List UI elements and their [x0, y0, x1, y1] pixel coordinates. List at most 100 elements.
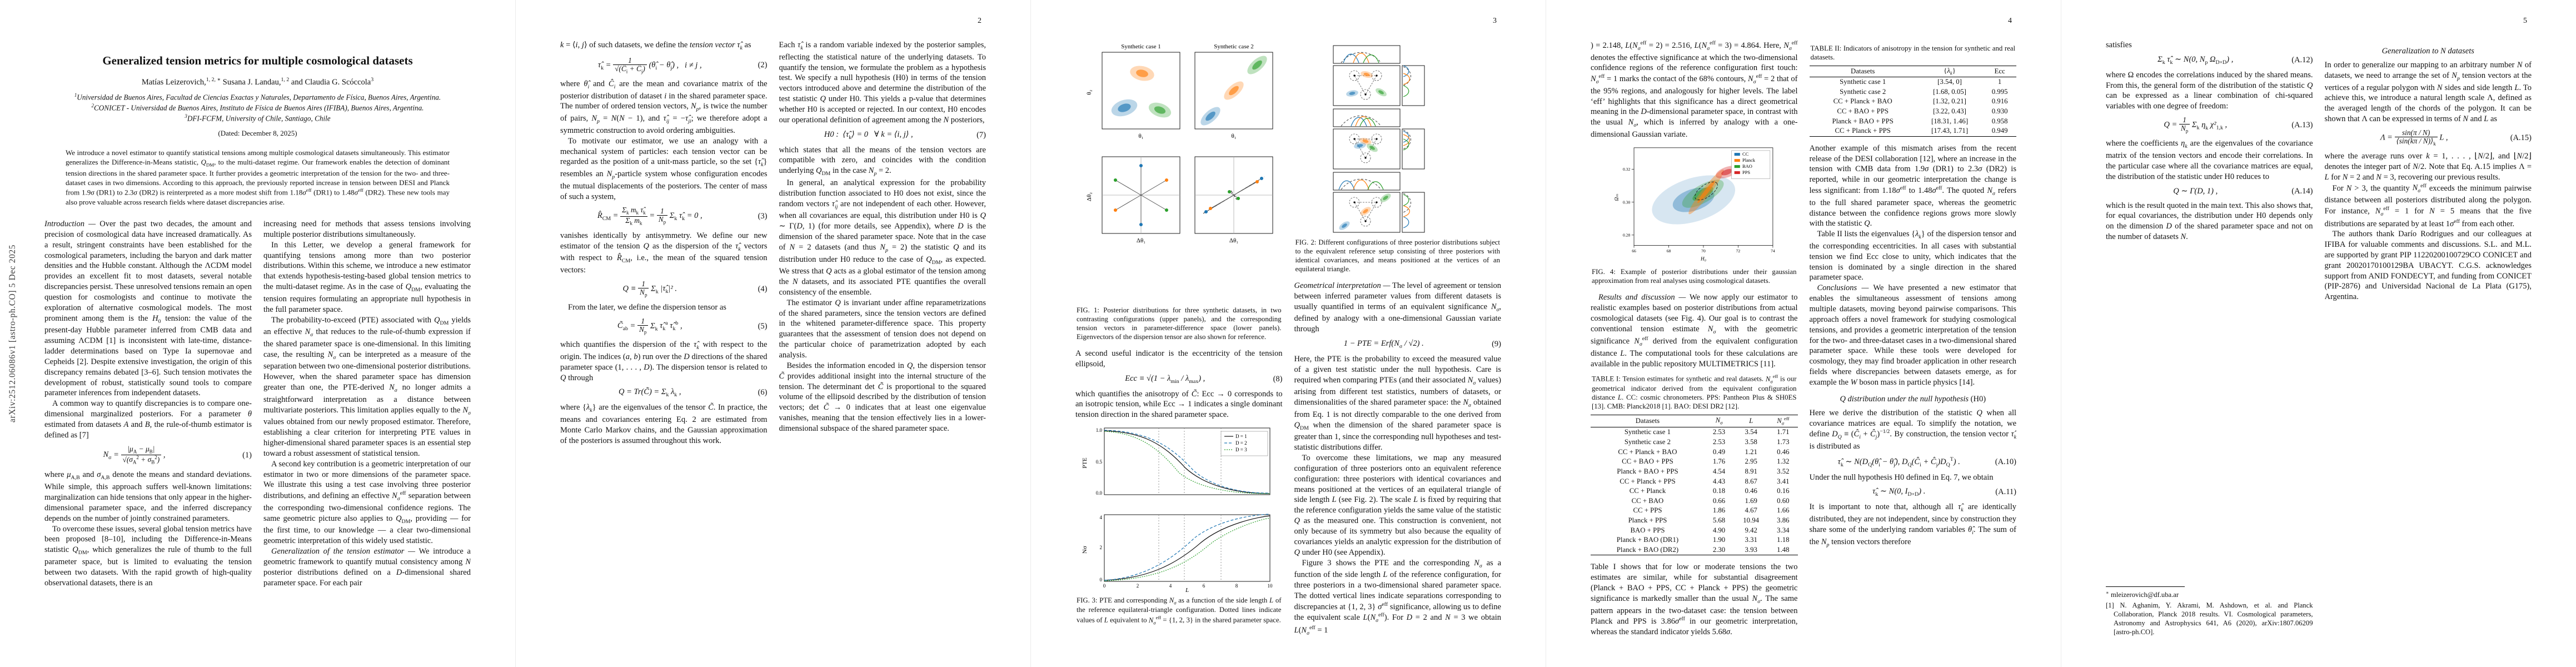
- table-row: BAO + PPS 4.90 9.42 3.34: [1591, 526, 1798, 536]
- fig3-ytick: 0: [1100, 577, 1103, 583]
- paragraph: To motivate our estimator, we use an ana…: [560, 136, 768, 201]
- section-heading: Q distribution under the null hypothesis…: [1840, 394, 1986, 404]
- table-row: CC + Planck 0.18 0.46 0.16: [1591, 486, 1798, 496]
- table-cell: 2.53: [1712, 438, 1726, 446]
- fig2-row-2: [1333, 108, 1424, 170]
- paragraph: The authors thank Darío Rodrigues and ou…: [2324, 230, 2532, 302]
- table-cell: Planck + BAO + PPS: [1617, 467, 1678, 475]
- table-cell: 0.916: [1991, 97, 2008, 106]
- page-2: 2 k = ⟨i, j⟩ of such datasets, we define…: [515, 0, 1030, 667]
- paragraph: Here, the PTE is the probability to exce…: [1294, 354, 1502, 452]
- fig4-ytick: 0.32: [1623, 167, 1630, 172]
- columns: ) = 2.148, L(Nσeff = 2) = 2.516, L(Nσeff…: [1546, 0, 2061, 638]
- table-cell: 3.54: [1745, 428, 1757, 436]
- paragraph: Besides the information encoded in Q, th…: [779, 361, 986, 433]
- column-left: Introduction — Over the past two decades…: [44, 219, 252, 633]
- table-row: Planck + BAO (DR2) 2.30 3.93 1.48: [1591, 545, 1798, 555]
- table-cell: Synthetic case 2: [1840, 87, 1886, 96]
- equation: Q = 1 Np Σk ηk χ²1,k , (A.13): [2164, 116, 2313, 134]
- paragraph: Generalization of the tension estimator …: [263, 547, 471, 588]
- fig3-xlabel: L: [1185, 587, 1189, 593]
- table-cell: 1.69: [1745, 496, 1757, 505]
- fig3-xtick: 2: [1137, 583, 1139, 589]
- figure-2-configurations: [1333, 45, 1424, 233]
- page-4: 4 ) = 2.148, L(Nσeff = 2) = 2.516, L(Nσe…: [1546, 0, 2061, 667]
- columns: Introduction — Over the past two decades…: [0, 219, 515, 633]
- equation: τ̂k = 1 √(Ĉi + Ĉj) (θ̂i − θ̂j) , i ≠ j ,(…: [597, 56, 768, 74]
- column-header: Nσ: [1715, 416, 1723, 426]
- table-row: CC + Planck + PPS 4.43 8.67 3.41: [1591, 477, 1798, 487]
- table-cell: 9.42: [1745, 526, 1757, 534]
- fig1-case2-title: Synthetic case 2: [1214, 43, 1253, 50]
- table-cell: 3.41: [1777, 477, 1790, 485]
- table-cell: Synthetic case 1: [1624, 428, 1671, 436]
- column-right: Each τ̂k is a random variable indexed by…: [779, 40, 986, 638]
- table-cell: 0.60: [1777, 496, 1790, 505]
- affiliation-3: 3DFI-FCFM, University of Chile, Santiago…: [185, 113, 331, 123]
- table-cell: 3.93: [1745, 545, 1757, 554]
- table-row: Planck + PPS 5.68 10.94 3.86: [1591, 516, 1798, 526]
- table-cell: CC + BAO: [1631, 496, 1664, 505]
- table-row: CC + BAO 0.66 1.69 0.60: [1591, 496, 1798, 506]
- paragraph: For N > 3, the quantity Nσeff exceeds th…: [2324, 182, 2532, 228]
- fig1-xlabel-top-right: θ₁: [1231, 133, 1236, 140]
- abstract: We introduce a novel estimator to quanti…: [66, 148, 450, 206]
- table-cell: 1.73: [1777, 438, 1790, 446]
- equation: τ̂k ∼ N(0, ID×D) . (A.11): [1872, 487, 2016, 498]
- fig4-legend-cc: CC: [1742, 151, 1749, 157]
- fig4-xlabel: H₀: [1700, 256, 1706, 262]
- table-cell: [3.54, 0]: [1937, 78, 1962, 86]
- paragraph: The estimator Q is invariant under affin…: [779, 298, 986, 360]
- figure-2-caption: FIG. 2: Different configurations of thre…: [1295, 238, 1501, 273]
- page-number: 3: [1493, 17, 1497, 25]
- paragraph: A second key contribution is a geometric…: [263, 459, 471, 546]
- table-row: CC + Planck + BAO 0.49 1.21 0.46: [1591, 447, 1798, 457]
- table-row: Synthetic case 2 2.53 3.58 1.73: [1591, 437, 1798, 447]
- table-cell: 4.90: [1712, 526, 1726, 534]
- table-cell: 8.91: [1745, 467, 1757, 475]
- columns: k = ⟨i, j⟩ of such datasets, we define t…: [516, 0, 1030, 638]
- figure-3-pte-nsigma: D = 1 D = 2 D = 3 1.0 0.5 0.0 4 2 0 0 2 …: [1082, 427, 1273, 593]
- paragraph: where θ̂i and Ĉi are the mean and covari…: [560, 79, 768, 135]
- paragraph: A common way to quantify discrepancies i…: [44, 399, 252, 440]
- table-cell: 1.48: [1777, 545, 1790, 554]
- table-row: Synthetic case 1 2.53 3.54 1.71: [1591, 427, 1798, 437]
- footnote-email: ∗ mleizerovich@df.uba.ar: [2106, 590, 2179, 599]
- fig4-legend-planck: Planck: [1742, 157, 1756, 163]
- table-cell: 8.67: [1745, 477, 1757, 485]
- page-1: arXiv:2512.06086v1 [astro-ph.CO] 5 Dec 2…: [0, 0, 515, 667]
- equation: Q ∼ Γ(D, 1) , (A.14): [2173, 186, 2313, 196]
- paragraph: k = ⟨i, j⟩ of such datasets, we define t…: [560, 41, 751, 51]
- table-cell: 1.90: [1712, 536, 1726, 544]
- fig1-ylabel-top: θ₂: [1086, 89, 1093, 94]
- fig3-ytick: 1.0: [1096, 427, 1103, 433]
- page-3: 3 Synthetic case 1 Synthetic case 2: [1030, 0, 1546, 667]
- dated-line: (Dated: December 8, 2025): [218, 128, 297, 137]
- table-1-tension-estimates: Datasets Nσ L Nσeff Synthetic case 1 2.53 3.5…: [1591, 415, 1798, 555]
- table-cell: 0.46: [1777, 447, 1790, 456]
- table-cell: CC + Planck: [1629, 487, 1666, 495]
- paragraph: which states that all the means of the t…: [779, 145, 986, 177]
- table-row: Synthetic case 2 [1.68, 0.05] 0.995: [1810, 87, 2017, 97]
- paragraph: increasing need for methods that assess …: [263, 220, 471, 239]
- fig2-row-3: [1333, 172, 1424, 233]
- page-number: 5: [2523, 17, 2527, 25]
- fig4-xtick: 68: [1667, 248, 1671, 253]
- page-title: Generalized tension metrics for multiple…: [102, 54, 413, 67]
- paragraph: Conclusions — We have presented a new es…: [1809, 283, 2017, 387]
- equation: R̂CM = Σk mk τ̂k Σk mk = 1 Np Σk τ̂k = 0 ,…: [597, 206, 768, 226]
- paragraph: It is important to note that, although a…: [1809, 502, 2017, 548]
- table-2-anisotropy: Datasets {λk} Ecc Synthetic case 1 [3.54, 0…: [1809, 66, 2017, 137]
- fig3-ylabel-nsigma: Nσ: [1082, 546, 1088, 554]
- table-cell: [17.43, 1.71]: [1931, 127, 1969, 135]
- fig4-ytick: 0.28: [1623, 232, 1630, 237]
- table-cell: 1.18: [1777, 536, 1790, 544]
- paragraph: vanishes identically by antisymmetry. We…: [560, 231, 768, 275]
- table-cell: 1.76: [1712, 457, 1726, 466]
- table-cell: 4.67: [1745, 506, 1757, 515]
- equation: Q ≡ 1 Np Σk |τ̂k|² . (4): [622, 279, 768, 298]
- column-header: Ecc: [1994, 67, 2005, 75]
- paragraph: To overcome these issues, several global…: [44, 524, 252, 588]
- reference-1: [1] N. Aghanim, Y. Akrami, M. Ashdown, e…: [2106, 601, 2313, 636]
- paragraph: Figure 3 shows the PTE and the correspon…: [1294, 558, 1502, 636]
